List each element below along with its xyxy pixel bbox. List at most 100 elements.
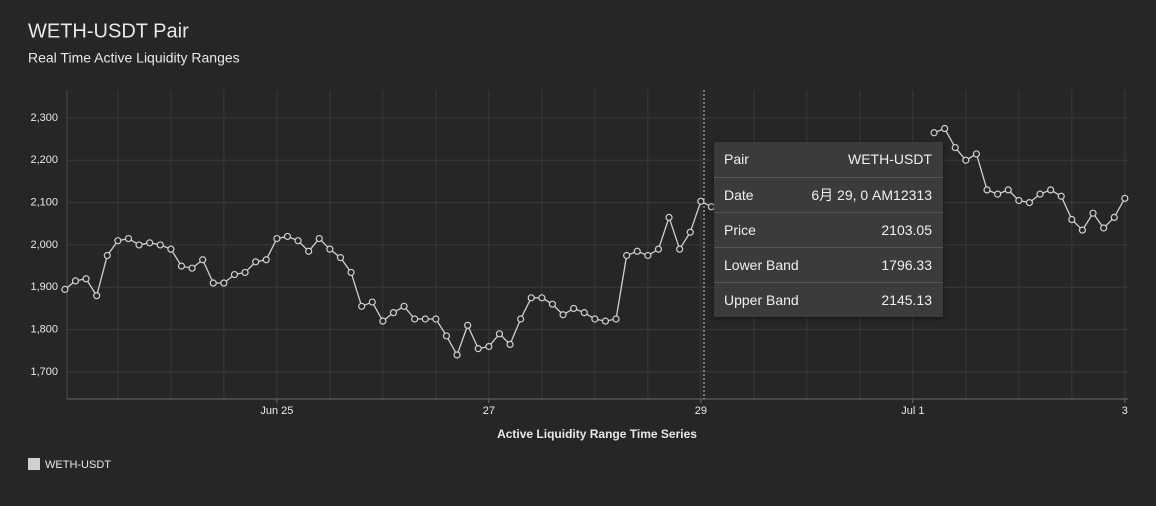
data-point — [686, 228, 694, 236]
tooltip-key: Lower Band — [724, 257, 799, 273]
data-point — [612, 315, 620, 323]
data-point — [71, 277, 80, 285]
data-point — [644, 251, 652, 260]
data-point — [61, 285, 69, 293]
data-point — [135, 241, 143, 249]
data-point — [82, 275, 90, 283]
tooltip-row: Upper Band 2145.13 — [714, 282, 943, 317]
data-point — [199, 256, 207, 264]
y-tick-label: 1,800 — [30, 323, 58, 335]
data-point — [315, 234, 323, 243]
data-point — [124, 234, 133, 243]
chart-subtitle: Real Time Active Liquidity Ranges — [28, 50, 240, 66]
data-point — [432, 315, 440, 323]
data-point — [548, 300, 557, 308]
data-point — [559, 311, 567, 319]
data-point — [336, 254, 345, 262]
data-point — [1047, 186, 1055, 194]
data-point — [283, 232, 292, 241]
data-point — [1121, 194, 1129, 202]
data-point — [697, 197, 705, 205]
tooltip-row: Date 6月 29, 0 AM12313 — [714, 177, 943, 212]
tooltip-row: Price 2103.05 — [714, 212, 943, 247]
y-tick-label: 1,900 — [30, 281, 58, 293]
data-point — [1089, 209, 1097, 217]
data-point — [464, 321, 472, 329]
tooltip-value: 2103.05 — [881, 222, 932, 238]
data-point — [220, 279, 228, 287]
data-point — [1078, 226, 1087, 234]
y-tick-label: 2,100 — [30, 197, 58, 209]
x-tick-label: Jun 25 — [260, 405, 293, 417]
data-point — [930, 129, 938, 137]
data-point — [209, 279, 217, 287]
data-point — [495, 330, 504, 338]
data-point — [411, 315, 419, 323]
data-point — [262, 256, 270, 264]
series — [61, 124, 1129, 359]
data-point — [305, 247, 313, 255]
data-point — [241, 268, 249, 277]
data-point — [983, 186, 991, 194]
data-point — [273, 234, 281, 243]
x-tick-label: Jul 1 — [901, 405, 924, 417]
data-point — [294, 237, 302, 245]
data-point — [506, 340, 514, 348]
legend-label: WETH-USDT — [45, 459, 111, 471]
data-point — [962, 156, 970, 164]
data-point — [156, 241, 164, 249]
data-point — [1025, 198, 1034, 207]
data-point — [1068, 215, 1076, 224]
data-point — [400, 302, 408, 310]
data-point — [252, 258, 260, 266]
tooltip-key: Price — [724, 222, 756, 238]
tooltip-row: Lower Band 1796.33 — [714, 247, 943, 282]
data-point — [1004, 186, 1012, 194]
tooltip-value: WETH-USDT — [848, 151, 932, 167]
data-point — [230, 270, 239, 279]
data-point — [379, 317, 387, 325]
tooltip: Pair WETH-USDT Date 6月 29, 0 AM12313 Price 21… — [714, 142, 943, 317]
data-point — [665, 213, 673, 222]
data-point — [421, 315, 429, 323]
data-point — [527, 294, 535, 302]
data-point — [972, 150, 981, 158]
tooltip-row: Pair WETH-USDT — [714, 142, 943, 177]
data-point — [146, 239, 154, 247]
tooltip-key: Pair — [724, 151, 749, 167]
grid — [66, 90, 1128, 403]
y-tick-label: 2,000 — [30, 239, 58, 251]
data-point — [453, 351, 461, 359]
data-point — [177, 262, 186, 270]
data-point — [1110, 213, 1118, 222]
data-point — [103, 251, 111, 260]
data-point — [368, 298, 376, 306]
y-tick-label: 1,700 — [30, 366, 58, 378]
chart-title: WETH-USDT Pair — [28, 20, 189, 42]
data-point — [347, 268, 355, 277]
data-point — [1057, 192, 1065, 200]
data-point — [167, 245, 175, 253]
data-point — [389, 309, 398, 317]
data-point — [517, 315, 525, 323]
data-point — [570, 304, 578, 313]
x-tick-label: 29 — [695, 405, 707, 417]
data-point — [580, 309, 588, 317]
data-point — [485, 342, 493, 351]
data-point — [1015, 196, 1023, 205]
data-point — [951, 143, 959, 152]
data-point — [474, 345, 482, 353]
tooltip-value: 1796.33 — [881, 257, 932, 273]
data-point — [1036, 190, 1044, 198]
data-point — [442, 332, 451, 340]
data-point — [623, 251, 631, 260]
data-point — [1100, 224, 1108, 232]
tooltip-value: 6月 29, 0 AM12313 — [811, 187, 932, 203]
x-axis-title: Active Liquidity Range Time Series — [497, 427, 697, 441]
data-point — [676, 245, 684, 253]
data-point — [538, 294, 546, 302]
data-point — [93, 292, 101, 300]
data-point — [358, 302, 366, 310]
